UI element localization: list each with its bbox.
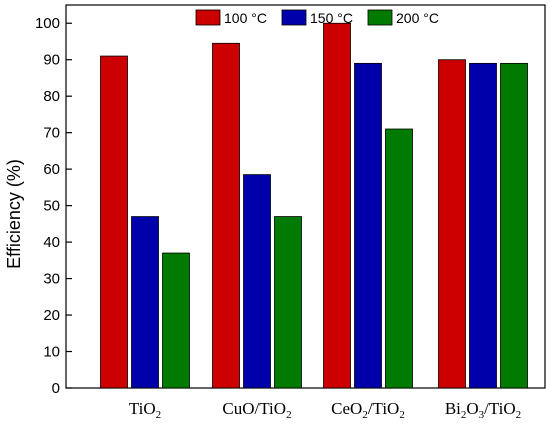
legend-label: 200 °C <box>396 10 439 26</box>
bar-1-1 <box>100 55 128 389</box>
bar-2-1 <box>131 216 159 389</box>
y-tick-label: 90 <box>43 52 60 69</box>
y-tick-label: 40 <box>43 234 60 251</box>
y-tick-label: 60 <box>43 161 60 178</box>
x-category-label: CuO/TiO2 <box>222 399 291 421</box>
bar-2-4 <box>469 62 497 389</box>
x-category-label: TiO2 <box>129 399 161 421</box>
bar-1-3 <box>323 22 351 389</box>
legend-swatch <box>281 9 307 26</box>
y-tick-label: 30 <box>43 271 60 288</box>
bar-1-4 <box>438 59 466 389</box>
bar-3-4 <box>500 62 528 389</box>
legend-label: 150 °C <box>310 10 353 26</box>
x-category-label: CeO2/TiO2 <box>331 399 405 421</box>
y-tick-label: 50 <box>43 198 60 215</box>
bar-2-2 <box>243 174 271 389</box>
y-tick-label: 20 <box>43 307 60 324</box>
bar-2-3 <box>354 62 382 389</box>
x-category-label: Bi2O3/TiO2 <box>445 399 521 421</box>
legend-label: 100 °C <box>224 10 267 26</box>
y-tick-label: 100 <box>35 15 60 32</box>
y-tick-label: 0 <box>52 380 60 397</box>
legend-swatch <box>195 9 221 26</box>
plot-frame <box>65 4 546 389</box>
bar-3-3 <box>385 128 413 389</box>
y-tick-label: 80 <box>43 88 60 105</box>
y-tick-label: 10 <box>43 344 60 361</box>
bar-3-1 <box>162 252 190 389</box>
y-tick-label: 70 <box>43 125 60 142</box>
bar-1-2 <box>212 42 240 389</box>
bar-3-2 <box>274 216 302 389</box>
y-axis-label: Efficiency (%) <box>4 159 24 269</box>
legend-swatch <box>367 9 393 26</box>
